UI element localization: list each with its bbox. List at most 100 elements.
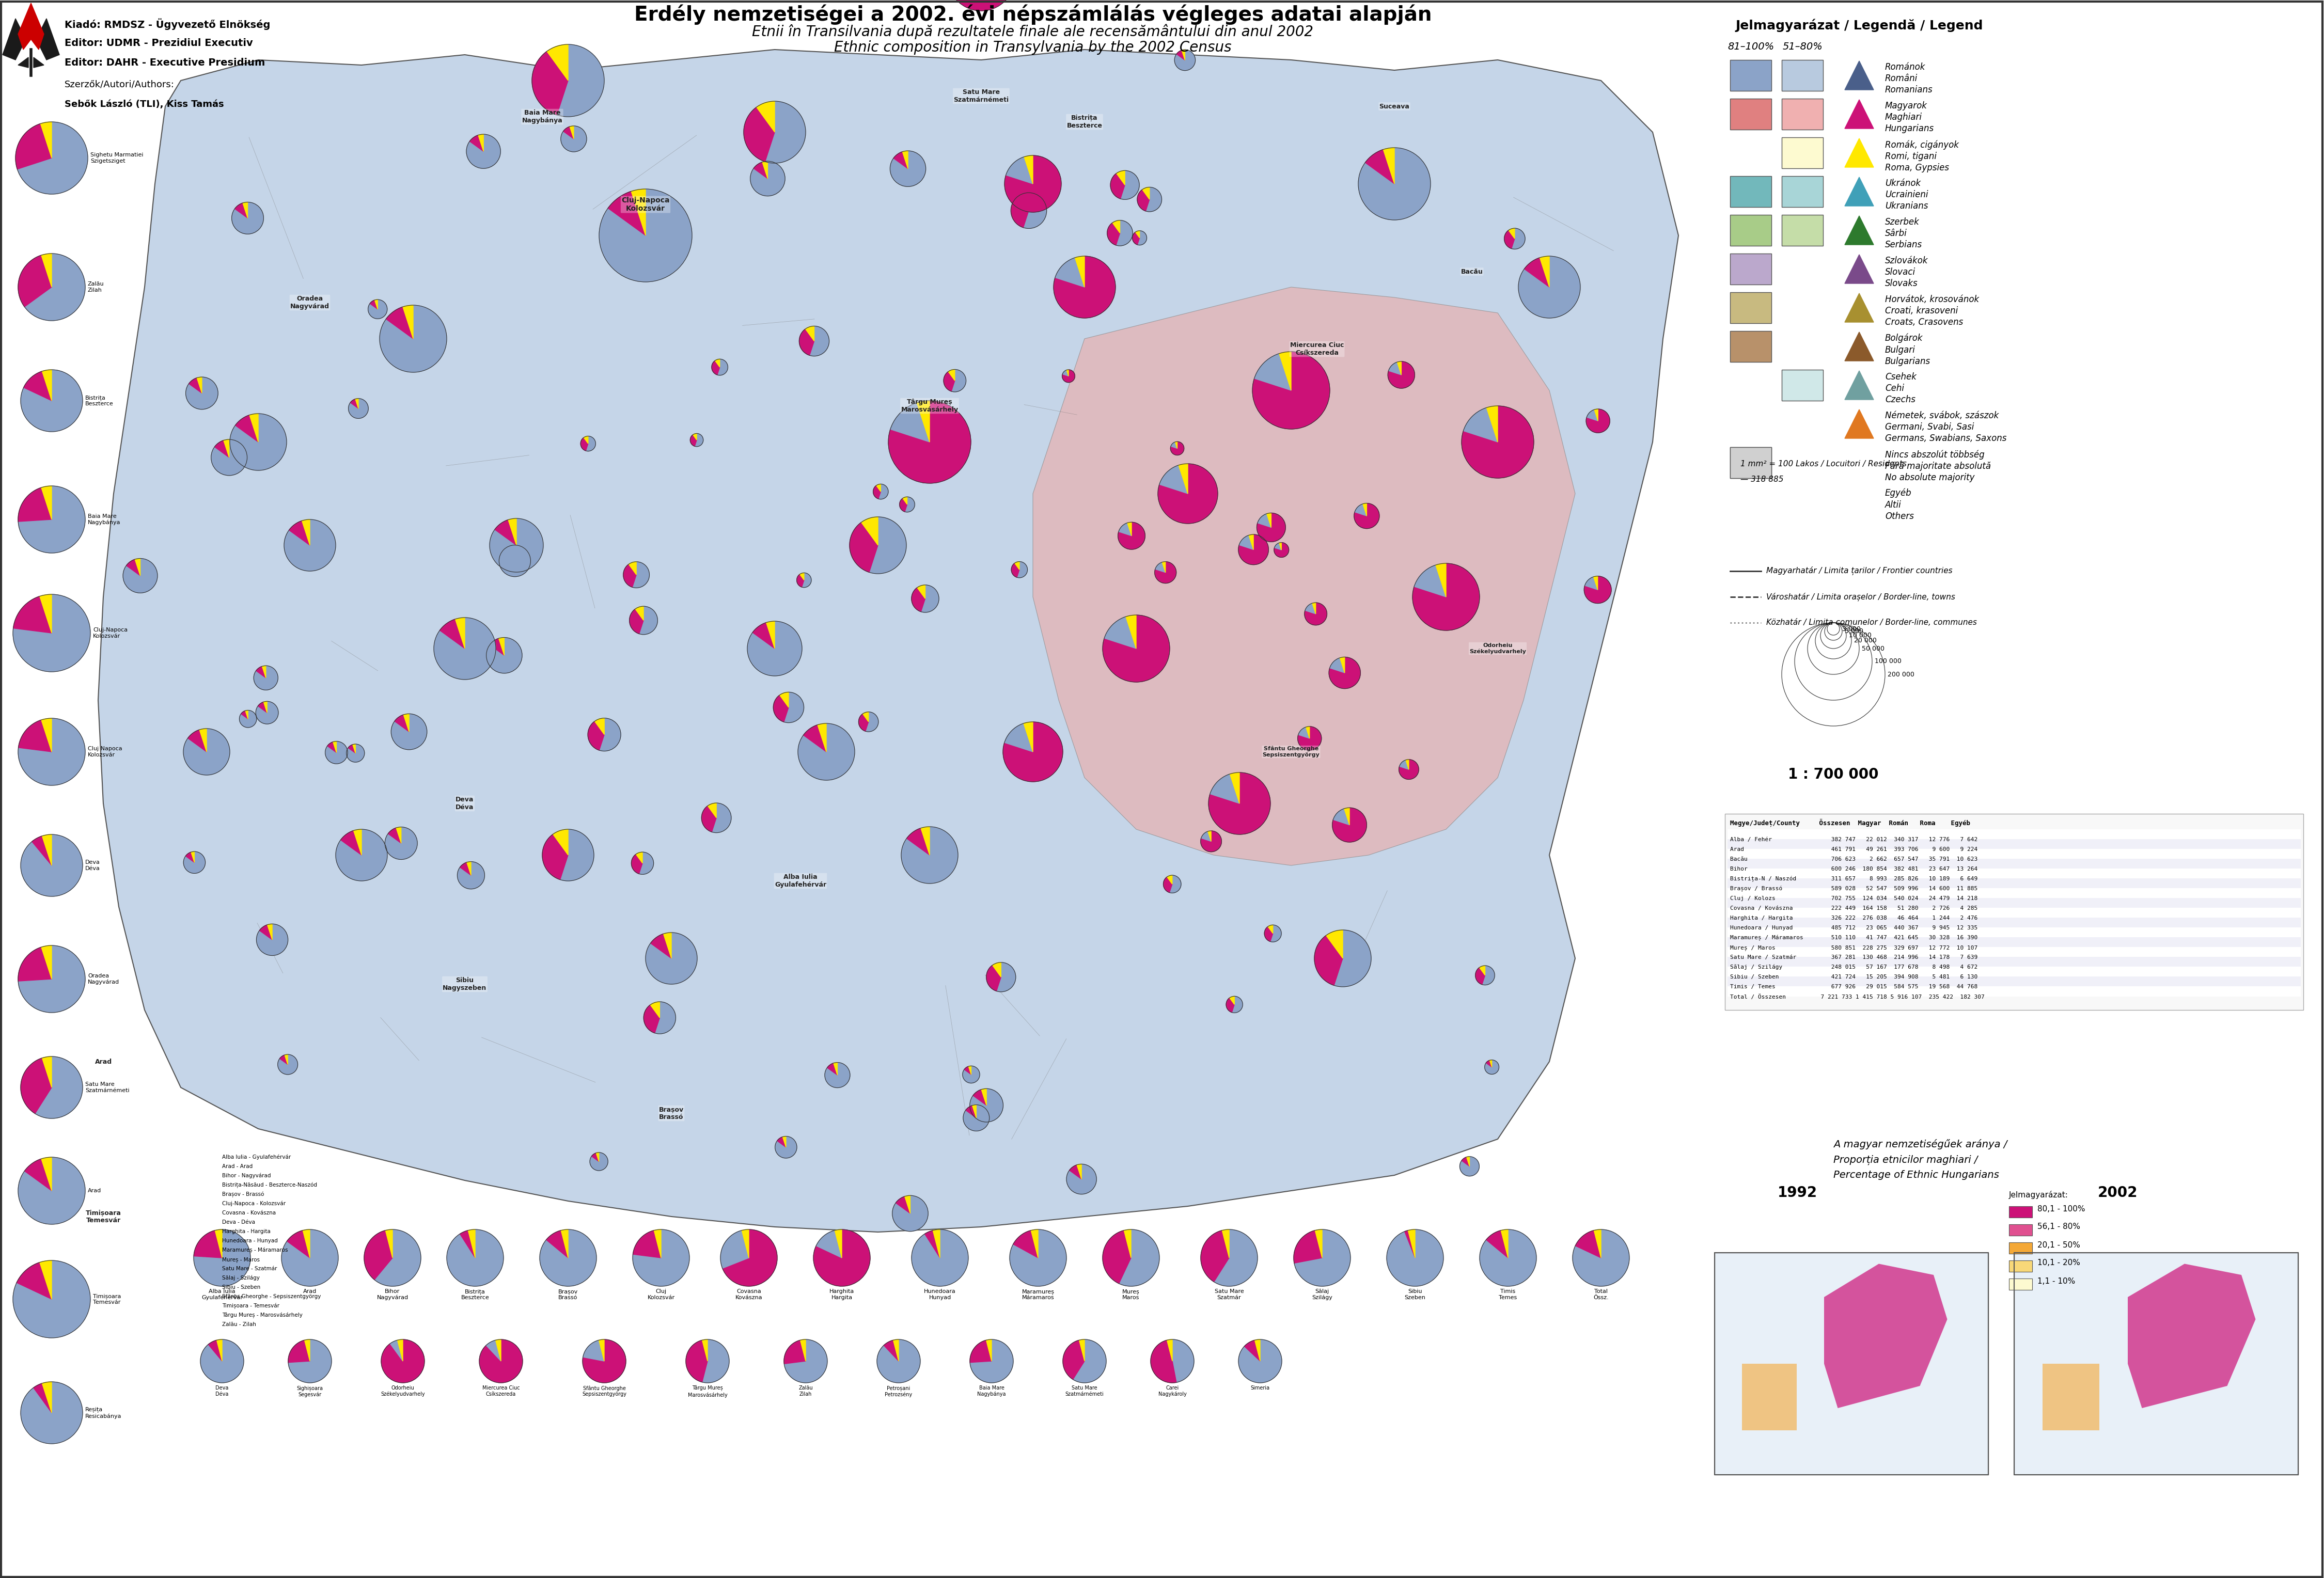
Polygon shape	[16, 122, 88, 194]
Polygon shape	[1480, 966, 1485, 975]
Polygon shape	[279, 1054, 297, 1075]
Text: Suceava: Suceava	[1378, 103, 1411, 110]
Polygon shape	[1387, 1229, 1443, 1286]
Polygon shape	[804, 724, 827, 751]
Polygon shape	[435, 617, 495, 680]
Polygon shape	[562, 126, 574, 139]
Text: Arad: Arad	[302, 1289, 316, 1294]
Polygon shape	[16, 1262, 51, 1299]
Polygon shape	[1078, 1340, 1085, 1362]
Text: Petroșani
Petrozsény: Petroșani Petrozsény	[885, 1385, 913, 1397]
Polygon shape	[1271, 925, 1281, 942]
Polygon shape	[1118, 522, 1146, 549]
Text: Nincs abszolút többség
Fără majoritate absolută
No absolute majority: Nincs abszolút többség Fără majoritate a…	[1885, 450, 1992, 483]
Polygon shape	[1334, 929, 1371, 986]
Text: Jelmagyarázat:: Jelmagyarázat:	[2008, 1191, 2068, 1199]
Bar	[1729, 254, 1771, 284]
Polygon shape	[1018, 193, 1030, 210]
Polygon shape	[284, 1054, 288, 1065]
Polygon shape	[1171, 442, 1178, 448]
Bar	[2015, 1253, 2298, 1475]
Polygon shape	[1136, 230, 1139, 238]
Bar	[1783, 137, 1822, 169]
Polygon shape	[609, 191, 646, 235]
Polygon shape	[19, 57, 28, 68]
Text: Romák, cigányok
Romi, tigani
Roma, Gypsies: Romák, cigányok Romi, tigani Roma, Gypsi…	[1885, 140, 1959, 172]
Text: Covasna / Kovászna           222 449  164 158   51 280    2 726   4 285: Covasna / Kovászna 222 449 164 158 51 28…	[1729, 906, 1978, 911]
Bar	[1727, 928, 2301, 937]
Polygon shape	[239, 710, 256, 727]
Text: 10,1 - 20%: 10,1 - 20%	[2038, 1259, 2080, 1267]
Polygon shape	[302, 519, 309, 546]
Polygon shape	[1255, 1340, 1260, 1362]
Text: Maramureș / Máramaros        510 110   41 747  421 645   30 328  16 390: Maramureș / Máramaros 510 110 41 747 421…	[1729, 936, 1978, 940]
Polygon shape	[1845, 331, 1873, 361]
Polygon shape	[1297, 726, 1322, 750]
Bar	[1783, 60, 1822, 92]
Text: Szlovákok
Slovaci
Slovaks: Szlovákok Slovaci Slovaks	[1885, 256, 1929, 289]
Polygon shape	[834, 1062, 837, 1075]
Polygon shape	[1167, 1340, 1171, 1362]
Polygon shape	[693, 434, 697, 440]
Polygon shape	[1208, 773, 1271, 835]
Text: Percentage of Ethnic Hungarians: Percentage of Ethnic Hungarians	[1834, 1169, 1999, 1180]
Text: Harghita / Hargita           326 222  276 038   46 464    1 244   2 476: Harghita / Hargita 326 222 276 038 46 46…	[1729, 915, 1978, 920]
Polygon shape	[125, 559, 139, 576]
Polygon shape	[1383, 148, 1394, 183]
Bar	[1727, 858, 2301, 869]
Polygon shape	[386, 827, 418, 860]
Polygon shape	[583, 1340, 625, 1382]
Polygon shape	[892, 151, 909, 169]
Text: Bolgárok
Bulgari
Bulgarians: Bolgárok Bulgari Bulgarians	[1885, 333, 1931, 366]
Text: 20,1 - 50%: 20,1 - 50%	[2038, 1240, 2080, 1248]
Polygon shape	[1845, 62, 1873, 90]
Polygon shape	[895, 1196, 911, 1213]
Bar	[1727, 898, 2301, 909]
Polygon shape	[902, 827, 957, 884]
Polygon shape	[42, 945, 51, 978]
Bar	[1727, 937, 2301, 947]
Polygon shape	[1824, 1264, 1948, 1408]
Polygon shape	[230, 413, 286, 470]
Polygon shape	[1315, 936, 1343, 985]
Text: Oradea
Nagyvárad: Oradea Nagyvárad	[88, 974, 119, 985]
Polygon shape	[33, 57, 44, 68]
Text: Zalău
Zilah: Zalău Zilah	[88, 281, 105, 292]
Text: Bacău: Bacău	[1462, 268, 1483, 275]
Polygon shape	[1845, 99, 1873, 128]
Text: Cluj / Kolozs                702 755  124 034  540 024   24 479  14 218: Cluj / Kolozs 702 755 124 034 540 024 24…	[1729, 896, 1978, 901]
Polygon shape	[390, 713, 428, 750]
Text: Sfântu Gheorghe
Sepsiszentgyörgy: Sfântu Gheorghe Sepsiszentgyörgy	[1262, 746, 1320, 757]
Polygon shape	[386, 306, 414, 339]
Bar	[1727, 986, 2301, 997]
Text: Románok
Români
Romanians: Románok Români Romanians	[1885, 63, 1934, 95]
Polygon shape	[1167, 876, 1171, 884]
Polygon shape	[653, 1229, 660, 1258]
Bar	[1729, 60, 1771, 92]
Polygon shape	[655, 1002, 676, 1034]
Polygon shape	[21, 1382, 84, 1444]
Polygon shape	[1743, 1363, 1796, 1430]
Polygon shape	[1111, 174, 1125, 199]
Text: Alba Iulia - Gyulafehérvár: Alba Iulia - Gyulafehérvár	[223, 1155, 290, 1160]
Polygon shape	[639, 852, 653, 874]
Text: Editor: DAHR - Executive Presidium: Editor: DAHR - Executive Presidium	[65, 58, 265, 68]
Polygon shape	[42, 835, 51, 865]
Polygon shape	[256, 666, 265, 679]
Bar	[1715, 1253, 1989, 1475]
Polygon shape	[1069, 1165, 1081, 1179]
Polygon shape	[920, 585, 939, 612]
Text: Bihor
Nagyvárad: Bihor Nagyvárad	[376, 1289, 409, 1300]
Polygon shape	[1334, 808, 1350, 825]
Bar	[1715, 1253, 1989, 1475]
Polygon shape	[191, 852, 195, 863]
Polygon shape	[374, 1229, 421, 1286]
Polygon shape	[1178, 464, 1188, 494]
Polygon shape	[1501, 1229, 1508, 1258]
Polygon shape	[1399, 759, 1418, 780]
Bar	[1727, 917, 2301, 928]
Polygon shape	[755, 101, 774, 133]
Polygon shape	[623, 565, 637, 587]
Polygon shape	[439, 619, 465, 649]
Text: Alba Iulia
Gyulafehérvár: Alba Iulia Gyulafehérvár	[202, 1289, 242, 1300]
